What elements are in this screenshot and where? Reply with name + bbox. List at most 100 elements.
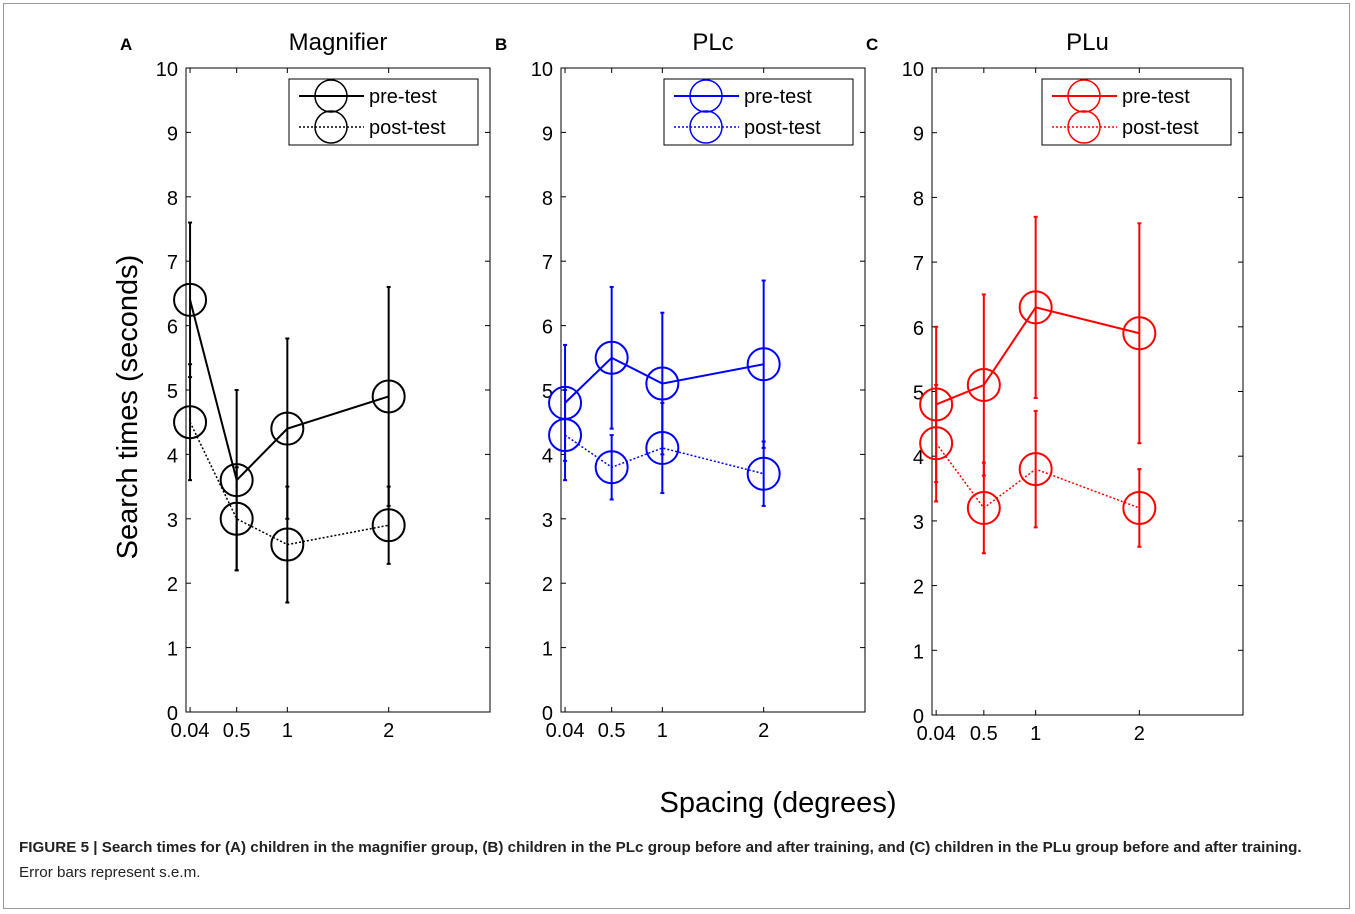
x-axis-label: Spacing (degrees) — [660, 787, 897, 819]
y-tick-label: 5 — [167, 381, 178, 403]
legend-box — [663, 78, 854, 146]
y-tick-label: 10 — [531, 59, 553, 81]
panel-letter: B — [495, 35, 507, 54]
figure-frame — [3, 3, 1350, 909]
y-tick-label: 4 — [542, 445, 553, 467]
y-tick-label: 2 — [542, 574, 553, 596]
legend-label: pre-test — [1122, 86, 1190, 108]
legend-label: post-test — [744, 117, 821, 139]
x-tick-label: 2 — [1134, 723, 1145, 745]
panel-letter: A — [120, 35, 132, 54]
y-tick-label: 2 — [913, 577, 924, 599]
y-tick-label: 9 — [167, 123, 178, 145]
y-tick-label: 1 — [913, 641, 924, 663]
data-point — [270, 411, 305, 446]
y-tick-label: 6 — [913, 318, 924, 340]
data-point — [173, 405, 208, 440]
data-point — [746, 347, 781, 382]
caption-normal: Error bars represent s.e.m. — [19, 864, 201, 881]
legend-label: pre-test — [369, 86, 437, 108]
y-tick-label: 10 — [902, 59, 924, 81]
legend-marker — [314, 110, 348, 144]
data-point — [548, 418, 583, 453]
y-tick-label: 7 — [167, 252, 178, 274]
y-tick-label: 0 — [542, 703, 553, 725]
x-tick-label: 1 — [1030, 723, 1041, 745]
data-point — [919, 426, 954, 461]
y-tick-label: 3 — [913, 512, 924, 534]
data-point — [645, 366, 680, 401]
x-tick-label: 0.04 — [917, 723, 956, 745]
series-pre-test — [173, 221, 406, 572]
legend-marker — [689, 79, 723, 113]
axes-box — [931, 67, 1244, 716]
x-tick-label: 1 — [657, 720, 668, 742]
legend: pre-test post-test — [1041, 78, 1232, 146]
axes-box — [185, 67, 491, 713]
y-tick-label: 9 — [913, 124, 924, 146]
legend-marker — [1067, 110, 1101, 144]
legend: pre-test post-test — [288, 78, 479, 146]
legend-label: post-test — [1122, 117, 1199, 139]
data-point — [1018, 290, 1053, 325]
y-tick-label: 0 — [167, 703, 178, 725]
data-point — [966, 490, 1001, 525]
data-point — [371, 508, 406, 543]
y-tick-label: 0 — [913, 706, 924, 728]
data-point — [966, 368, 1001, 403]
y-tick-label: 4 — [913, 447, 924, 469]
data-point — [1122, 316, 1157, 351]
series-line — [935, 306, 1140, 406]
series-line — [935, 442, 1140, 510]
y-tick-label: 8 — [913, 188, 924, 210]
y-tick-label: 10 — [156, 59, 178, 81]
data-point — [1018, 452, 1053, 487]
x-tick-label: 0.04 — [171, 720, 210, 742]
panel-title: PLu — [1066, 29, 1109, 56]
axes-box — [560, 67, 866, 713]
y-tick-label: 6 — [542, 317, 553, 339]
y-tick-label: 5 — [913, 383, 924, 405]
series-line — [189, 299, 389, 483]
y-tick-label: 7 — [542, 252, 553, 274]
legend-marker — [1067, 79, 1101, 113]
x-tick-label: 1 — [282, 720, 293, 742]
series-pre-test — [548, 279, 781, 462]
y-tick-label: 1 — [167, 639, 178, 661]
series-line — [564, 434, 764, 475]
data-point — [1122, 490, 1157, 525]
series-pre-test — [919, 215, 1157, 484]
series-post-test — [919, 384, 1157, 555]
legend: pre-test post-test — [663, 78, 854, 146]
data-point — [173, 282, 208, 317]
legend-label: post-test — [369, 117, 446, 139]
data-point — [371, 379, 406, 414]
data-point — [270, 527, 305, 562]
x-tick-label: 2 — [383, 720, 394, 742]
data-point — [746, 456, 781, 491]
x-tick-label: 0.04 — [546, 720, 585, 742]
y-tick-label: 3 — [542, 510, 553, 532]
legend-box — [288, 78, 479, 146]
legend-marker — [314, 79, 348, 113]
y-tick-label: 1 — [542, 639, 553, 661]
legend-label: pre-test — [744, 86, 812, 108]
y-tick-label: 6 — [167, 317, 178, 339]
panel-letter: C — [866, 35, 878, 54]
y-tick-label: 8 — [542, 188, 553, 210]
x-tick-label: 0.5 — [223, 720, 251, 742]
x-tick-label: 0.5 — [970, 723, 998, 745]
legend-marker — [689, 110, 723, 144]
y-axis-label: Search times (seconds) — [112, 255, 144, 560]
series-post-test — [173, 363, 406, 604]
series-line — [189, 421, 389, 546]
data-point — [594, 340, 629, 375]
data-point — [219, 501, 254, 536]
data-point — [594, 450, 629, 485]
series-line — [564, 356, 764, 404]
y-tick-label: 3 — [167, 510, 178, 532]
